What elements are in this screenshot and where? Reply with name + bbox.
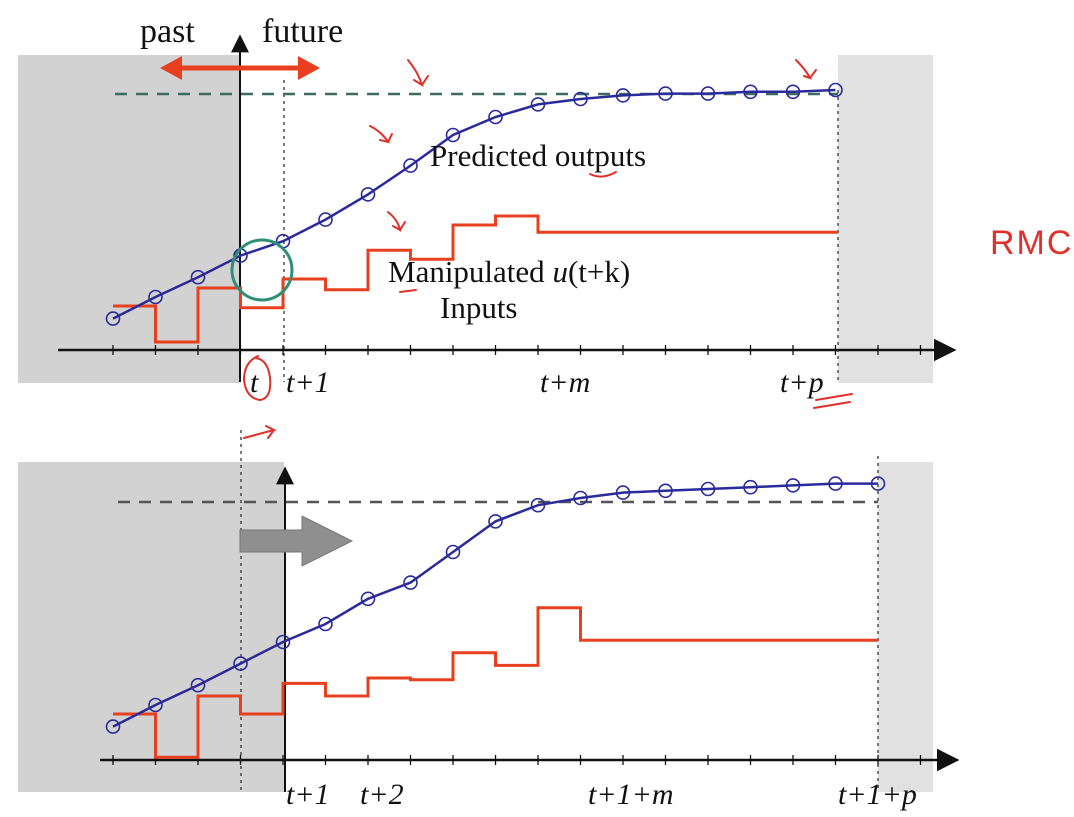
output-marker <box>785 478 801 493</box>
inputs-label: Inputs <box>440 290 518 325</box>
output-marker <box>360 187 376 202</box>
bottom-predicted-output-markers <box>105 476 886 734</box>
bottom-manipulated-inputs-line <box>113 606 878 759</box>
rmc-annotation: RMC <box>990 224 1073 262</box>
bottom-beyond-horizon-shade <box>878 462 933 792</box>
manipulated-label: Manipulated u(t+k) <box>388 254 630 289</box>
output-marker <box>828 82 843 98</box>
tick-label-t-plus-p: t+p <box>780 366 824 399</box>
u-argument: (t+k) <box>568 254 630 289</box>
past-shade-region <box>18 55 240 383</box>
tick-label-t-plus-1: t+1 <box>286 366 330 399</box>
tick-mark-2 <box>369 125 393 144</box>
tick-mark-3 <box>387 211 406 232</box>
future-label: future <box>262 13 343 50</box>
double-underline-p <box>813 393 853 409</box>
bottom-past-shade-region <box>18 462 284 792</box>
underline-manipulated <box>399 289 417 293</box>
tick-mark-4 <box>795 59 817 80</box>
output-marker <box>785 84 801 100</box>
output-marker <box>700 86 716 101</box>
tick-label-t-plus-1-plus-m: t+1+m <box>588 778 674 811</box>
output-marker <box>573 490 588 506</box>
output-marker <box>530 497 546 513</box>
tick-label-t: t <box>250 366 259 399</box>
output-marker <box>743 479 758 495</box>
handwritten-annotations <box>242 59 853 439</box>
output-marker <box>530 97 546 112</box>
output-marker <box>658 483 673 499</box>
output-marker <box>828 476 843 491</box>
manipulated-word: Manipulated <box>388 254 552 289</box>
output-marker <box>190 269 206 285</box>
output-marker <box>573 91 588 107</box>
past-arrowhead-icon <box>160 56 182 80</box>
beyond-horizon-shade <box>838 55 933 383</box>
manipulated-inputs-line <box>113 214 838 344</box>
tick-label-t-plus-1-bottom: t+1 <box>286 778 330 811</box>
bottom-predicted-outputs-line <box>112 482 878 728</box>
output-marker <box>700 481 716 497</box>
underline-outputs <box>589 171 617 178</box>
output-marker <box>105 719 121 734</box>
output-marker <box>658 86 673 101</box>
past-label: past <box>140 13 195 50</box>
predicted-outputs-label: Predicted outputs <box>430 138 646 173</box>
tick-label-t-plus-2: t+2 <box>360 778 404 811</box>
tick-mark-1 <box>407 59 429 88</box>
output-marker <box>403 158 418 173</box>
bottom-panel: t+1 t+2 t+1+m t+1+p <box>18 430 960 811</box>
circled-t <box>242 355 272 402</box>
output-marker <box>105 311 121 326</box>
output-marker <box>233 656 248 671</box>
output-marker <box>743 84 758 100</box>
top-panel: past future Predicted outputs Manipulate… <box>18 13 957 399</box>
u-symbol: u <box>552 254 568 289</box>
time-axis-ticks <box>112 345 922 355</box>
output-marker <box>148 289 163 305</box>
output-marker <box>190 677 206 693</box>
tick-label-t-plus-1-plus-p: t+1+p <box>838 778 917 811</box>
output-marker <box>615 88 631 103</box>
output-marker <box>360 591 376 607</box>
output-marker <box>870 476 886 491</box>
output-marker <box>445 544 461 560</box>
tick-label-t-plus-m: t+m <box>540 366 590 399</box>
output-marker <box>318 212 333 227</box>
output-marker <box>148 697 163 713</box>
output-marker <box>488 514 503 529</box>
output-marker <box>488 109 503 125</box>
output-marker <box>318 616 333 632</box>
output-marker <box>615 485 631 500</box>
output-marker <box>403 575 418 590</box>
horizon-shift-arrow-icon <box>239 515 354 567</box>
future-arrowhead-icon <box>298 56 320 80</box>
current-input-highlight-circle <box>230 238 294 302</box>
output-marker <box>275 634 291 650</box>
predicted-output-markers <box>105 82 843 326</box>
output-marker <box>445 127 461 143</box>
shift-arrow-mark <box>243 425 277 439</box>
